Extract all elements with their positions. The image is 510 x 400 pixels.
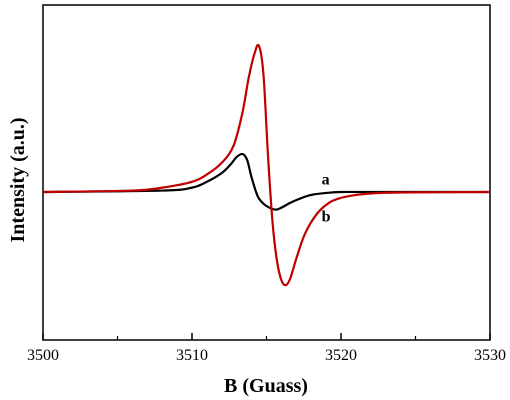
curve-label-a: a (322, 172, 330, 189)
x-tick-label: 3510 (176, 347, 208, 364)
x-axis-label: B (Guass) (224, 375, 308, 397)
plot-area: 3500 3510 3520 3530 a b (27, 4, 506, 364)
series-line-b (42, 43, 491, 287)
x-tick-label: 3500 (27, 347, 59, 364)
x-tick-label: 3520 (325, 347, 357, 364)
x-tick-label: 3530 (474, 347, 506, 364)
plot-frame (42, 4, 491, 341)
series-line-a (42, 152, 490, 211)
y-axis-label: Intensity (a.u.) (7, 117, 29, 242)
curve-label-b: b (322, 208, 331, 225)
